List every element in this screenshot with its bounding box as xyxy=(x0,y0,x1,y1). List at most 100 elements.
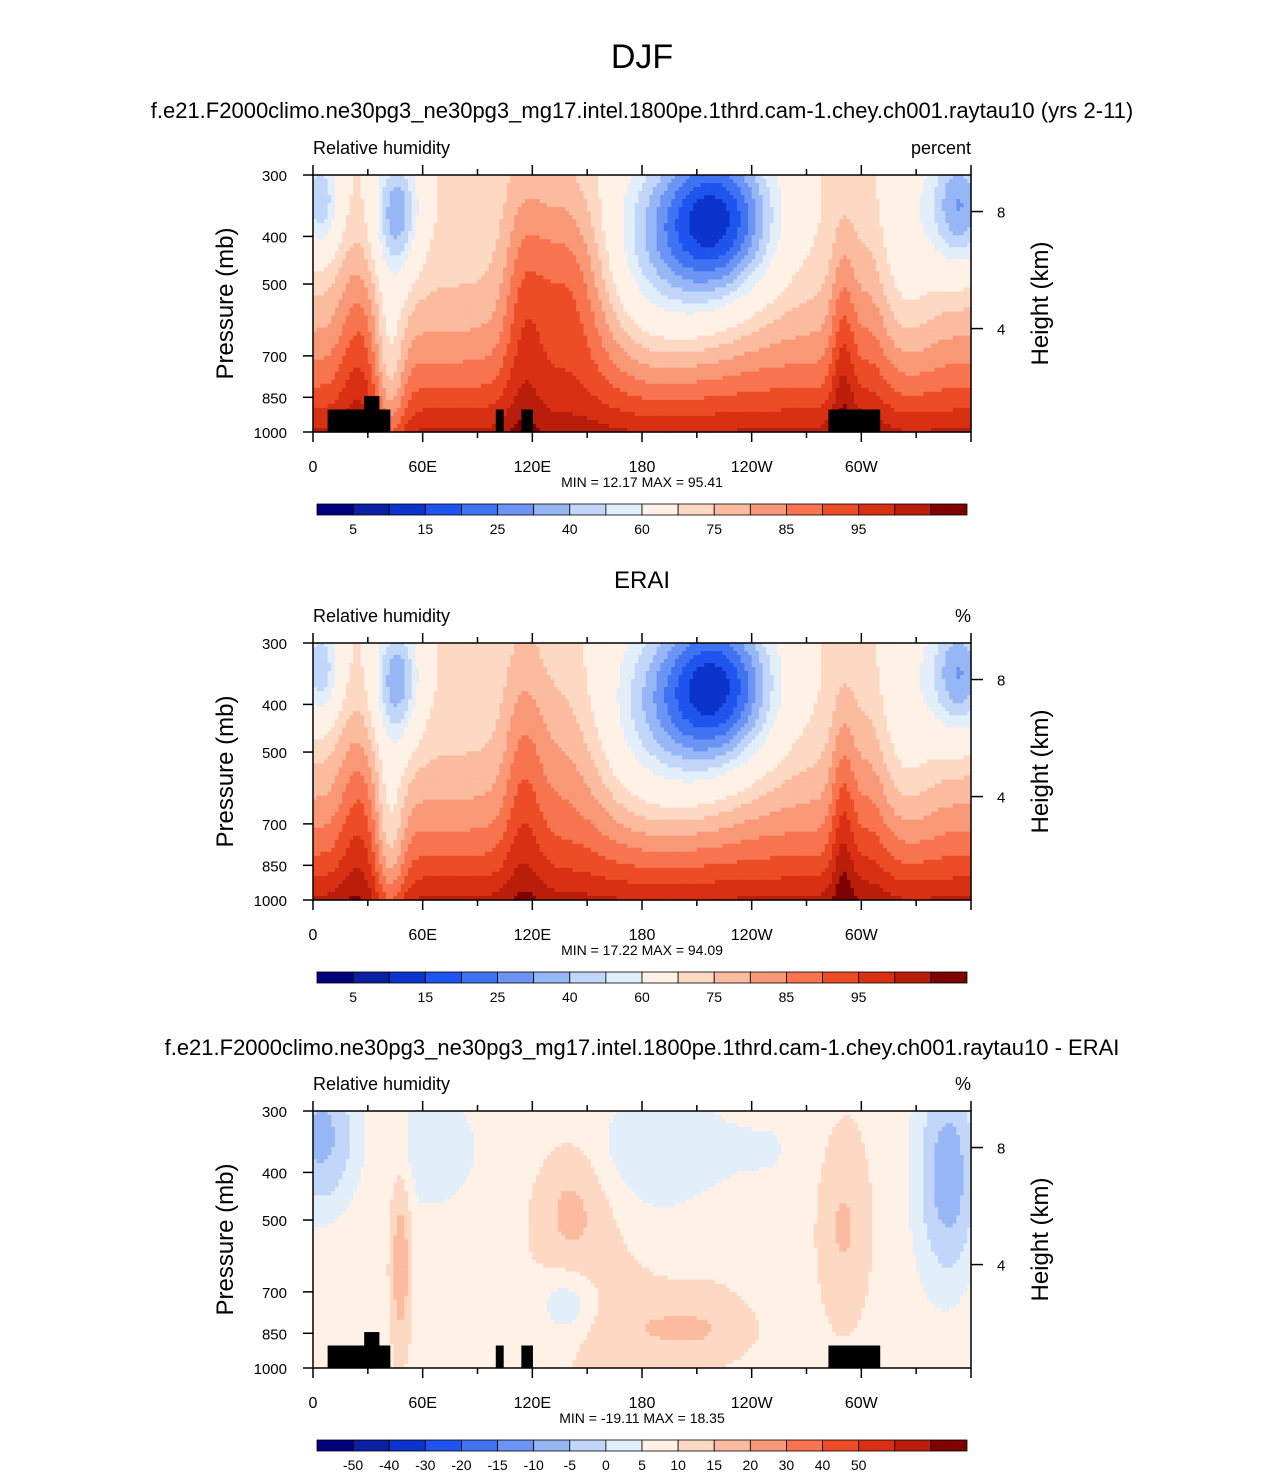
heat-cell xyxy=(382,291,386,296)
heat-cell xyxy=(543,400,547,405)
heat-cell xyxy=(350,299,354,304)
heat-cell xyxy=(434,372,438,377)
heat-cell xyxy=(434,304,438,309)
heat-cell xyxy=(426,279,430,284)
heat-cell xyxy=(404,227,408,232)
heat-cell xyxy=(357,328,361,333)
heat-cell xyxy=(456,295,460,300)
heat-cell xyxy=(580,320,584,325)
heat-cell xyxy=(339,267,343,272)
heat-cell xyxy=(573,392,577,397)
heat-cell xyxy=(576,348,580,353)
heat-cell xyxy=(328,247,332,252)
heat-cell xyxy=(419,219,423,224)
heat-cell xyxy=(536,388,540,393)
heat-cell xyxy=(364,199,368,204)
heat-cell xyxy=(382,320,386,325)
heat-cell xyxy=(547,368,551,373)
heat-cell xyxy=(521,231,525,236)
heat-cell xyxy=(317,392,321,397)
heat-cell xyxy=(492,231,496,236)
heat-cell xyxy=(584,227,588,232)
heat-cell xyxy=(529,328,533,333)
heat-cell xyxy=(529,239,533,244)
heat-cell xyxy=(339,275,343,280)
heat-cell xyxy=(426,340,430,345)
heat-cell xyxy=(379,400,383,405)
heat-cell xyxy=(371,384,375,389)
heat-cell xyxy=(474,400,478,405)
heat-cell xyxy=(562,364,566,369)
heat-cell xyxy=(562,191,566,196)
heat-cell xyxy=(547,404,551,409)
heat-cell xyxy=(423,223,427,228)
heat-cell xyxy=(496,344,500,349)
heat-cell xyxy=(390,308,394,313)
heat-cell xyxy=(423,263,427,268)
heat-cell xyxy=(441,191,445,196)
heat-cell xyxy=(371,231,375,236)
heat-cell xyxy=(510,348,514,353)
heat-cell xyxy=(536,304,540,309)
heat-cell xyxy=(445,376,449,381)
heat-cell xyxy=(514,328,518,333)
heat-cell xyxy=(463,348,467,353)
heat-cell xyxy=(580,412,584,417)
heat-cell xyxy=(335,364,339,369)
heat-cell xyxy=(470,283,474,288)
heat-cell xyxy=(401,223,405,228)
heat-cell xyxy=(488,279,492,284)
heat-cell xyxy=(324,308,328,313)
heat-cell xyxy=(488,328,492,333)
heat-cell xyxy=(532,227,536,232)
heat-cell xyxy=(485,199,489,204)
heat-cell xyxy=(594,380,598,385)
heat-cell xyxy=(346,392,350,397)
heat-cell xyxy=(430,404,434,409)
heat-cell xyxy=(514,384,518,389)
heat-cell xyxy=(397,320,401,325)
heat-cell xyxy=(317,368,321,373)
heat-cell xyxy=(364,211,368,216)
heat-cell xyxy=(328,380,332,385)
heat-cell xyxy=(587,328,591,333)
heat-cell xyxy=(569,332,573,337)
heat-cell xyxy=(364,179,368,184)
heat-cell xyxy=(441,352,445,357)
heat-cell xyxy=(408,199,412,204)
heat-cell xyxy=(452,283,456,288)
heat-cell xyxy=(445,404,449,409)
heat-cell xyxy=(415,424,419,429)
heat-cell xyxy=(573,308,577,313)
heat-cell xyxy=(339,247,343,252)
heat-cell xyxy=(551,283,555,288)
heat-cell xyxy=(547,263,551,268)
heat-cell xyxy=(510,263,514,268)
heat-cell xyxy=(587,251,591,256)
heat-cell xyxy=(510,388,514,393)
heat-cell xyxy=(485,191,489,196)
heat-cell xyxy=(510,384,514,389)
heat-cell xyxy=(470,368,474,373)
heat-cell xyxy=(423,360,427,365)
heat-cell xyxy=(547,247,551,252)
heat-cell xyxy=(390,271,394,276)
heat-cell xyxy=(580,308,584,313)
heat-cell xyxy=(584,211,588,216)
heat-cell xyxy=(328,404,332,409)
heat-cell xyxy=(375,299,379,304)
heat-cell xyxy=(554,372,558,377)
heat-cell xyxy=(507,279,511,284)
heat-cell xyxy=(430,320,434,325)
heat-cell xyxy=(437,227,441,232)
heat-cell xyxy=(463,179,467,184)
heat-cell xyxy=(401,420,405,425)
heat-cell xyxy=(507,332,511,337)
heat-cell xyxy=(459,287,463,292)
heat-cell xyxy=(317,316,321,321)
heat-cell xyxy=(554,368,558,373)
heat-cell xyxy=(485,320,489,325)
heat-cell xyxy=(361,336,365,341)
heat-cell xyxy=(587,299,591,304)
